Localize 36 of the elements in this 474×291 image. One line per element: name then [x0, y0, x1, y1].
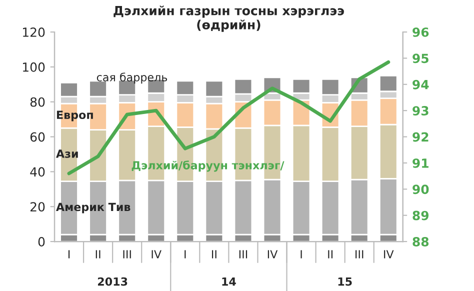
- y-tick-label: 20: [30, 202, 45, 212]
- x-tick-label: II: [96, 250, 100, 258]
- chart-title: Дэлхийн газрын тосны хэрэглээ (өдрийн): [114, 6, 344, 32]
- x-tick-label: III: [123, 250, 131, 258]
- text: 2013: [98, 277, 128, 286]
- y2-tick-label: 95: [412, 54, 428, 64]
- y-tick-label: 0: [38, 237, 45, 246]
- x-tick-label: III: [356, 250, 364, 258]
- y2-tick-label: 92: [412, 132, 428, 142]
- y-tick-label: 120: [22, 27, 45, 37]
- x-tick-label: IV: [384, 250, 394, 258]
- y2-tick-label: 91: [412, 158, 428, 168]
- y-tick-label: 80: [30, 97, 45, 107]
- x-tick-label: II: [212, 250, 216, 258]
- x-tick-label: I: [68, 250, 70, 258]
- y2-tick-label: 88: [412, 237, 429, 246]
- annotation: сая баррель: [96, 72, 168, 84]
- x-tick-label: III: [239, 250, 248, 258]
- x-tick-label: IV: [268, 250, 278, 258]
- series-label: Ази: [56, 150, 78, 158]
- series-label: Европ: [56, 110, 93, 122]
- text: 14: [222, 277, 236, 286]
- y-tick-label: 100: [22, 62, 45, 72]
- x-tick-label: II: [328, 250, 333, 258]
- series-label: Америк Тив: [56, 202, 130, 214]
- y2-tick-label: 90: [412, 184, 429, 194]
- y-tick-label: 60: [30, 132, 45, 142]
- x-tick-label: IV: [152, 250, 162, 258]
- text: 15: [338, 277, 352, 286]
- y2-tick-label: 93: [412, 106, 428, 116]
- y2-tick-label: 96: [412, 27, 429, 37]
- x-tick-label: I: [184, 250, 186, 258]
- y2-tick-label: 94: [412, 80, 429, 90]
- x-tick-label: I: [300, 250, 302, 258]
- y2-tick-label: 89: [412, 210, 429, 220]
- y-tick-label: 40: [30, 167, 45, 177]
